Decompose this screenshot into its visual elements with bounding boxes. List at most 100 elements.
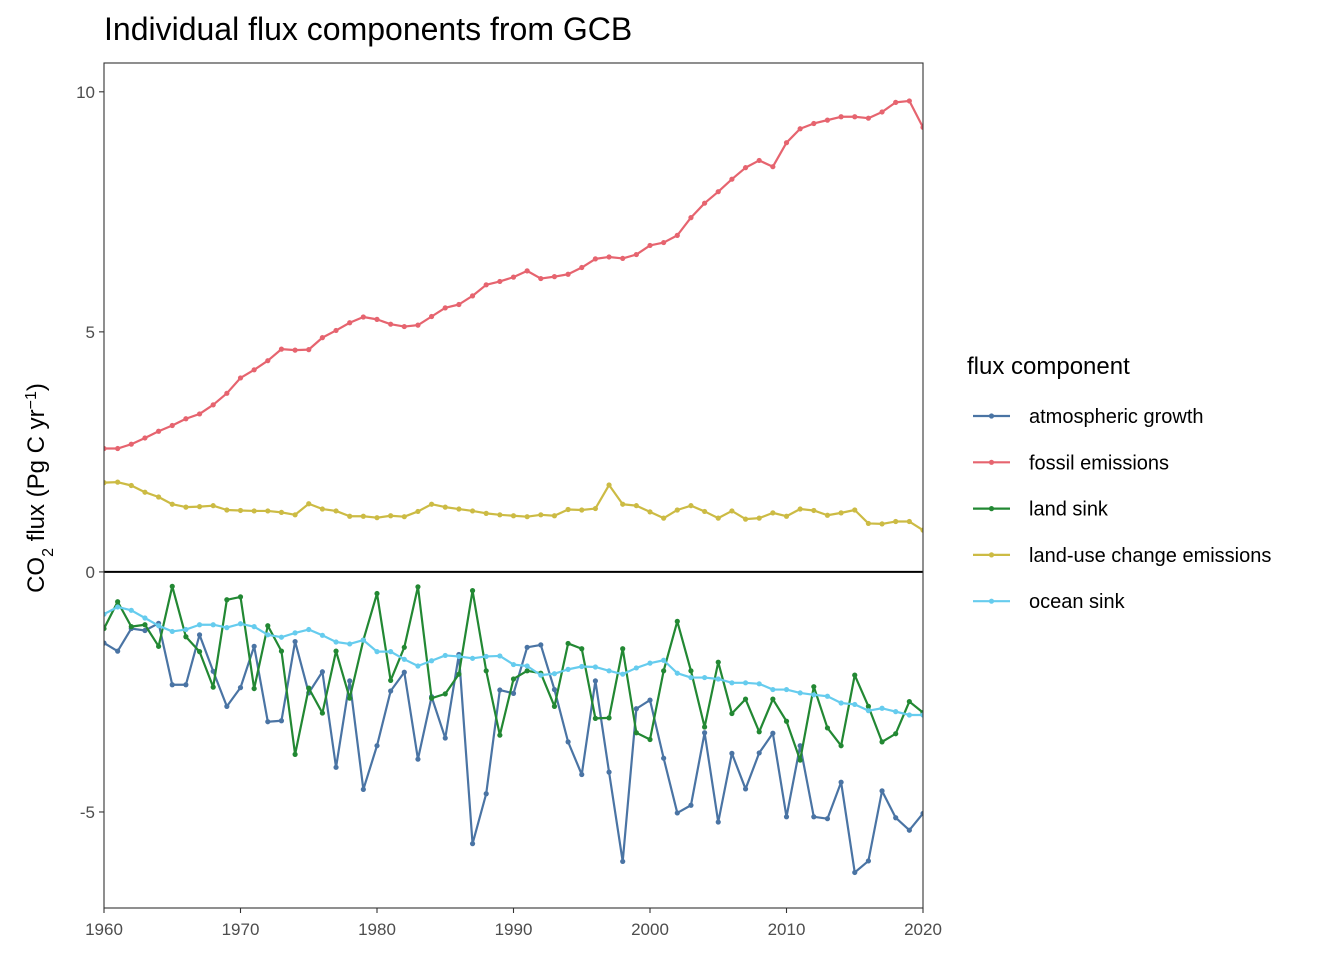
data-point-atmospheric-growth-1983: [415, 756, 421, 762]
data-point-land-sink-1984: [429, 695, 435, 701]
data-point-atmospheric-growth-1966: [183, 682, 189, 688]
data-point-fossil-emissions-2003: [688, 215, 694, 221]
data-point-land-sink-1995: [579, 646, 585, 652]
y-tick-label-0: 0: [86, 563, 95, 582]
data-point-fossil-emissions-1967: [196, 411, 203, 417]
data-point-ocean-sink-1991: [524, 663, 530, 669]
y-axis-title-suffix: ): [23, 383, 50, 391]
data-point-land-sink-1975: [306, 685, 312, 691]
x-tick-label-1980: 1980: [358, 920, 396, 939]
data-point-land-use-change-emissions-1989: [497, 512, 503, 518]
data-point-fossil-emissions-2002: [674, 232, 680, 238]
data-point-atmospheric-growth-1982: [401, 669, 407, 675]
data-point-atmospheric-growth-2011: [797, 743, 803, 749]
data-point-ocean-sink-2010: [783, 686, 790, 693]
data-point-ocean-sink-1992: [538, 672, 544, 678]
data-point-land-use-change-emissions-1975: [306, 501, 312, 507]
data-point-land-sink-1974: [292, 751, 298, 757]
data-point-land-sink-1999: [633, 730, 639, 736]
data-point-land-sink-2014: [838, 743, 844, 749]
data-point-land-sink-1980: [374, 590, 380, 597]
data-point-ocean-sink-1994: [565, 666, 571, 672]
data-point-atmospheric-growth-2013: [824, 816, 831, 822]
data-point-land-sink-2000: [647, 736, 653, 743]
data-point-ocean-sink-2001: [661, 657, 667, 663]
data-point-ocean-sink-2002: [674, 670, 680, 676]
data-point-fossil-emissions-1999: [633, 251, 639, 258]
data-point-land-sink-1988: [483, 668, 489, 674]
data-point-fossil-emissions-1969: [224, 390, 230, 396]
data-point-atmospheric-growth-2001: [661, 755, 667, 761]
data-point-land-use-change-emissions-2008: [756, 515, 762, 521]
data-point-land-use-change-emissions-1971: [251, 508, 257, 514]
data-point-land-use-change-emissions-1981: [388, 513, 394, 519]
y-axis-title-superscript: −1: [23, 391, 40, 409]
chart-title: Individual flux components from GCB: [104, 11, 632, 47]
data-point-ocean-sink-1986: [456, 653, 462, 660]
data-point-land-use-change-emissions-1983: [415, 508, 421, 515]
data-point-atmospheric-growth-1978: [347, 678, 353, 684]
data-point-fossil-emissions-1968: [210, 402, 216, 408]
data-point-land-sink-1966: [183, 634, 189, 640]
data-point-ocean-sink-2016: [865, 708, 872, 714]
data-point-fossil-emissions-1964: [156, 428, 162, 434]
data-point-atmospheric-growth-1999: [633, 706, 639, 712]
data-point-fossil-emissions-2007: [742, 165, 749, 171]
data-point-land-sink-2015: [852, 672, 858, 678]
data-point-atmospheric-growth-1993: [551, 686, 558, 693]
data-point-ocean-sink-1978: [347, 641, 353, 647]
data-point-atmospheric-growth-1981: [388, 688, 394, 694]
data-point-atmospheric-growth-1996: [592, 678, 599, 684]
data-point-fossil-emissions-1985: [442, 305, 448, 311]
data-point-land-sink-2016: [865, 703, 872, 709]
legend-label: land-use change emissions: [1029, 545, 1271, 567]
data-point-fossil-emissions-1965: [169, 422, 175, 429]
data-point-ocean-sink-1968: [210, 622, 216, 628]
data-point-land-sink-1997: [606, 715, 612, 721]
data-point-land-use-change-emissions-1979: [360, 513, 366, 519]
x-tick-label-2000: 2000: [631, 920, 669, 939]
data-point-land-use-change-emissions-1987: [469, 508, 476, 514]
data-point-land-sink-2009: [770, 696, 776, 702]
data-point-fossil-emissions-1979: [360, 314, 366, 320]
data-point-land-sink-1991: [524, 668, 530, 674]
data-point-land-use-change-emissions-1978: [347, 513, 353, 519]
data-point-land-sink-1967: [196, 649, 203, 655]
data-point-atmospheric-growth-2015: [852, 869, 858, 876]
data-point-ocean-sink-2006: [729, 680, 735, 686]
data-point-land-sink-1972: [265, 623, 271, 629]
data-point-ocean-sink-2019: [906, 712, 912, 718]
data-point-fossil-emissions-1975: [306, 347, 312, 353]
data-point-land-use-change-emissions-2003: [688, 503, 694, 509]
data-point-land-sink-1989: [497, 732, 503, 738]
data-point-atmospheric-growth-2020: [920, 810, 923, 817]
data-point-ocean-sink-2008: [756, 681, 762, 687]
data-point-land-use-change-emissions-1984: [429, 501, 435, 507]
data-point-land-sink-2019: [906, 698, 912, 705]
data-point-ocean-sink-1980: [374, 649, 380, 655]
data-point-land-sink-1977: [333, 648, 339, 654]
data-point-atmospheric-growth-1977: [333, 764, 339, 770]
legend-item-land-sink: land sink: [973, 499, 1109, 521]
data-point-land-use-change-emissions-1997: [606, 482, 612, 488]
data-point-ocean-sink-2011: [797, 690, 803, 696]
data-point-fossil-emissions-2000: [647, 242, 653, 249]
data-point-land-use-change-emissions-2015: [852, 507, 858, 513]
data-point-land-sink-2008: [756, 729, 762, 735]
data-point-ocean-sink-1960: [104, 611, 107, 617]
data-point-atmospheric-growth-2002: [674, 810, 680, 816]
data-point-ocean-sink-2020: [920, 712, 923, 718]
data-point-fossil-emissions-1987: [469, 293, 476, 299]
data-point-fossil-emissions-1993: [551, 274, 558, 280]
data-point-land-sink-1993: [551, 703, 558, 709]
data-point-land-use-change-emissions-2011: [797, 506, 803, 512]
data-point-land-use-change-emissions-1967: [196, 504, 203, 510]
data-point-fossil-emissions-1981: [388, 321, 394, 327]
data-point-fossil-emissions-1986: [456, 301, 462, 308]
data-point-land-use-change-emissions-2019: [906, 518, 912, 525]
data-point-fossil-emissions-1972: [265, 358, 271, 364]
data-point-atmospheric-growth-1979: [360, 786, 366, 793]
data-point-land-use-change-emissions-1992: [538, 512, 544, 518]
data-point-land-use-change-emissions-1982: [401, 514, 407, 520]
data-point-land-use-change-emissions-1998: [620, 501, 626, 507]
